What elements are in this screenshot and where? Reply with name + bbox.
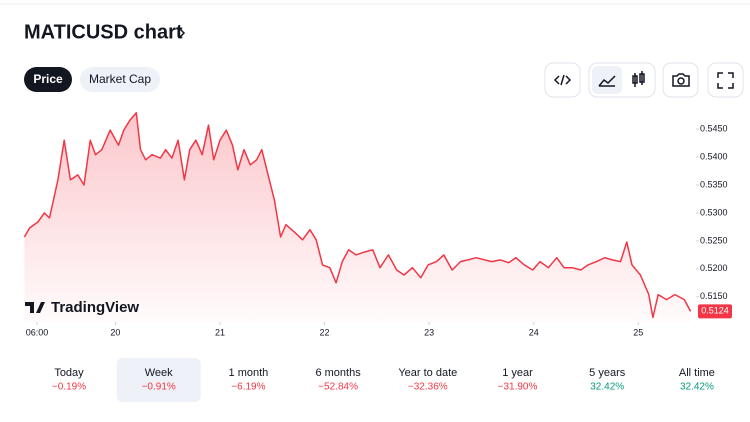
price-area	[24, 112, 691, 322]
price-line	[23, 112, 692, 319]
period-label[interactable]: 1 month	[229, 367, 269, 379]
period-label[interactable]: Week	[145, 367, 173, 379]
y-tick-label: 0.5200	[700, 263, 728, 273]
x-tick-label: 25	[633, 327, 643, 337]
title[interactable]: MATICUSD chart	[24, 21, 183, 43]
period-change[interactable]: −6.19%	[231, 382, 265, 393]
period-change[interactable]: −0.91%	[142, 382, 176, 393]
area-icon	[598, 75, 616, 87]
y-tick-label: 0.5350	[700, 179, 728, 189]
code-icon	[553, 74, 572, 86]
period-highlight	[116, 358, 201, 402]
candle-style-button[interactable]	[625, 66, 652, 94]
area-style-button[interactable]	[592, 66, 622, 94]
fullscreen-icon	[717, 72, 734, 89]
price-badge	[698, 304, 732, 319]
toolbar	[544, 62, 744, 98]
x-tick-label: 23	[424, 327, 434, 337]
tab-label: Price	[33, 72, 63, 86]
snapshot-button[interactable]	[662, 62, 699, 98]
x-tick-label: 20	[110, 327, 120, 337]
fullscreen-button[interactable]	[707, 62, 744, 98]
tv-icon	[25, 302, 45, 313]
price-badge-label: 0.5124	[701, 306, 729, 316]
y-tick-label: 0.5400	[700, 151, 728, 161]
period-change[interactable]: 32.42%	[590, 382, 624, 393]
camera-lens	[677, 77, 685, 85]
tradingview-logo: TradingView	[25, 299, 139, 316]
period-label[interactable]: 6 months	[315, 367, 361, 379]
tab[interactable]	[80, 67, 160, 92]
y-tick-label: 0.5300	[700, 207, 728, 217]
x-tick-label: 06:00	[26, 327, 49, 337]
tab[interactable]	[24, 67, 72, 92]
x-tick-label: 24	[529, 327, 539, 337]
period-label[interactable]: 5 years	[589, 367, 626, 379]
camera-icon	[672, 73, 690, 87]
y-tick-label: 0.5450	[700, 123, 728, 133]
period-label[interactable]: Today	[54, 367, 84, 379]
candle-icon	[632, 71, 645, 87]
period-change[interactable]: −32.36%	[408, 382, 448, 393]
period-change[interactable]: −0.19%	[52, 382, 86, 393]
x-tick-label: 22	[320, 327, 330, 337]
period-label[interactable]: 1 year	[502, 367, 533, 379]
period-change[interactable]: 32.42%	[680, 382, 714, 393]
tab-label: Market Cap	[89, 72, 151, 86]
y-tick-label: 0.5150	[700, 291, 728, 301]
period-label[interactable]: All time	[679, 367, 715, 379]
y-tick-label: 0.5250	[700, 235, 728, 245]
x-tick-label: 21	[215, 327, 225, 337]
watermark: TradingView	[51, 299, 139, 316]
period-change[interactable]: −31.90%	[498, 382, 538, 393]
period-label[interactable]: Year to date	[398, 367, 457, 379]
chevron	[178, 27, 186, 39]
period-change[interactable]: −52.84%	[318, 382, 358, 393]
